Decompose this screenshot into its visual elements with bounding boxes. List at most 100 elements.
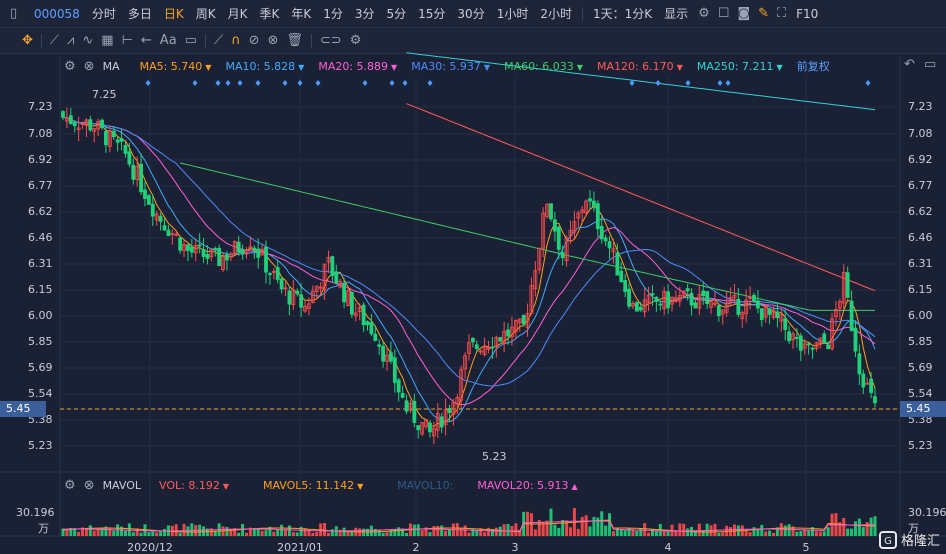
candle-body (201, 249, 206, 257)
candle-body (182, 243, 186, 252)
camera-icon[interactable]: ◙ (737, 6, 751, 21)
undo-icon[interactable]: ↶ (904, 57, 915, 72)
volume-bar (163, 528, 166, 536)
candle-body (552, 219, 557, 232)
period-tab-7[interactable]: 1分 (323, 7, 343, 21)
candle-body (146, 195, 151, 205)
lock-icon[interactable]: ⊘ (248, 33, 260, 48)
volume-bar (178, 532, 182, 536)
candle-body (197, 244, 202, 247)
volume-bar (604, 525, 608, 536)
volume-bar (96, 528, 100, 536)
volume-bar (865, 522, 869, 536)
gear-icon[interactable]: ⚙ (349, 33, 362, 48)
period-tab-9[interactable]: 5分 (386, 7, 407, 21)
move-icon[interactable]: ✥ (22, 33, 33, 48)
volume-bar (506, 523, 510, 536)
volume-bar (268, 526, 272, 536)
candle-body (186, 244, 190, 251)
candle-body (92, 128, 97, 132)
candle-body (209, 249, 214, 258)
panel-icon[interactable]: ▭ (924, 57, 937, 72)
link-icon[interactable]: ⊂⊃ (319, 33, 342, 48)
trend-tool-icon[interactable]: ⩘ (67, 33, 75, 48)
candle-body (170, 233, 175, 235)
comment-icon[interactable]: ▭ (184, 33, 197, 48)
candle-body (115, 139, 120, 143)
hide-icon[interactable]: ⊗ (267, 33, 279, 48)
candle-body (275, 267, 280, 280)
ma10-line (62, 116, 876, 423)
period-tab-13[interactable]: 2小时 (540, 7, 572, 21)
arrow-tool-icon[interactable]: ← (140, 33, 152, 48)
vol-unit-left: 万 (38, 522, 49, 535)
volume-bar (373, 529, 377, 536)
close-icon[interactable]: ⊗ (83, 58, 95, 74)
volume-bar (635, 530, 639, 536)
line-tool-icon[interactable]: ⟋ (49, 33, 60, 48)
price-tick-left: 5.69 (28, 361, 53, 374)
period-tab-8[interactable]: 3分 (354, 7, 375, 21)
candle-body (666, 291, 670, 309)
volume-bar (287, 525, 291, 536)
candle-body (439, 416, 444, 428)
period-tab-12[interactable]: 1小时 (496, 7, 529, 21)
candle-body (802, 343, 807, 349)
settings-icon[interactable]: ⚙ (698, 6, 710, 21)
layout-icon[interactable]: ▯ (10, 6, 18, 21)
volume-bar (537, 519, 541, 536)
period-tab-5[interactable]: 季K (259, 7, 280, 21)
fullscreen-icon[interactable]: ⛶ (776, 6, 787, 21)
period-tab-10[interactable]: 15分 (418, 7, 446, 21)
candle-body (459, 369, 464, 401)
volume-bar (467, 532, 471, 536)
ma-lines (62, 52, 876, 428)
magnet-icon[interactable]: ∩ (231, 33, 241, 48)
adjust-select[interactable]: 前复权 (796, 60, 830, 73)
text-tool-icon[interactable]: Aa (159, 33, 177, 48)
stock-code[interactable]: 000058 (34, 6, 80, 21)
range-select[interactable]: 1天：1分K (592, 7, 653, 21)
close-icon[interactable]: ⊗ (83, 477, 95, 493)
measure-icon[interactable]: ⊢ (121, 33, 133, 48)
candle-body (474, 344, 479, 349)
date-label: 2020/12 (127, 541, 173, 554)
f10-button[interactable]: F10 (796, 6, 819, 21)
candle-body (424, 419, 428, 428)
candle-body (525, 313, 530, 328)
chart-tool-icon[interactable]: ▦ (101, 33, 114, 48)
candle-body (607, 241, 612, 249)
checkbox-icon[interactable]: ☐ (717, 6, 730, 21)
trash-icon[interactable]: 🗑 (286, 33, 303, 48)
period-tab-3[interactable]: 周K (195, 7, 216, 21)
candle-body (248, 246, 253, 249)
ruler-icon[interactable]: ⟋ (213, 33, 224, 48)
settings-icon[interactable]: ⚙ (64, 477, 76, 493)
wave-tool-icon[interactable]: ∿ (82, 33, 94, 48)
candle-body (104, 131, 108, 146)
period-tab-2[interactable]: 日K (163, 7, 184, 21)
period-tab-4[interactable]: 月K (227, 7, 248, 21)
volume-bar (428, 532, 432, 536)
candle-body (217, 247, 222, 267)
volume-bar (596, 517, 600, 536)
period-tab-6[interactable]: 年K (291, 7, 312, 21)
volume-bar (873, 516, 877, 536)
period-tab-0[interactable]: 分时 (91, 7, 116, 21)
volume-bar (791, 526, 795, 536)
candle-body (396, 379, 401, 393)
period-tab-1[interactable]: 多日 (127, 7, 152, 21)
display-menu[interactable]: 显示 (664, 7, 689, 21)
pencil-icon[interactable]: ✎ (758, 6, 769, 21)
settings-icon[interactable]: ⚙ (64, 58, 76, 74)
period-tab-11[interactable]: 30分 (457, 7, 485, 21)
volume-bar (326, 532, 330, 536)
price-tick-left: 5.54 (28, 387, 53, 400)
volume-bar (100, 528, 104, 536)
event-marker (402, 80, 408, 86)
candle-body (763, 305, 768, 318)
candle-body (455, 397, 460, 405)
ma10-value: MA10: 5.828 ▼ (225, 59, 305, 73)
volume-bar (678, 523, 682, 536)
